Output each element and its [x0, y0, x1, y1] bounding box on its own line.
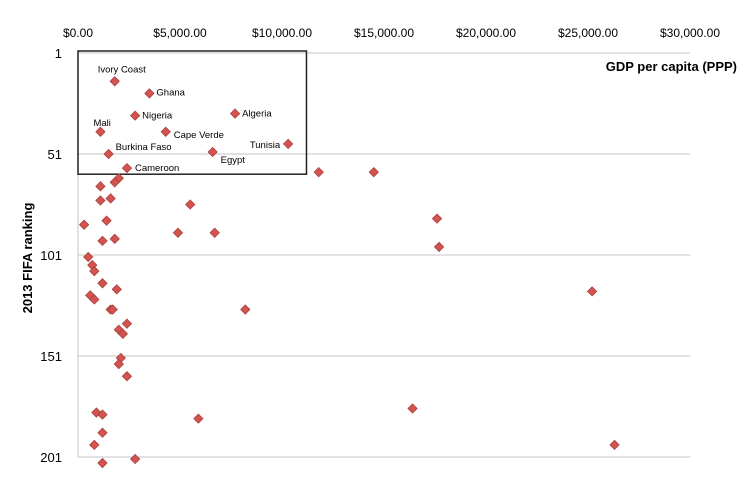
data-point [193, 413, 204, 424]
data-point [609, 439, 620, 451]
data-point [368, 167, 379, 178]
data-point [121, 371, 133, 382]
data-point-ivory-coast [109, 76, 120, 87]
data-point [209, 227, 220, 238]
data-point [113, 358, 124, 370]
highlight-box [77, 50, 308, 175]
data-point [89, 294, 100, 305]
data-point-tunisia [282, 138, 294, 150]
point-label-cameroon: Cameroon [135, 163, 179, 174]
data-point [89, 439, 100, 451]
point-label-ghana: Ghana [156, 87, 185, 98]
y-tick-label: 201 [40, 450, 62, 465]
data-point-egypt [207, 146, 218, 158]
data-point [431, 213, 443, 224]
x-tick-label: $30,000.00 [660, 26, 720, 40]
data-point [95, 181, 106, 192]
data-point [97, 457, 108, 469]
data-point [89, 265, 100, 277]
data-point [433, 241, 445, 253]
data-point [109, 233, 120, 245]
data-point [129, 453, 141, 465]
point-label-cape-verde: Cape Verde [174, 130, 224, 141]
data-point-burkina-faso [103, 148, 114, 160]
data-point-ghana [144, 88, 155, 99]
data-points [78, 76, 620, 469]
point-label-ivory-coast: Ivory Coast [98, 64, 146, 75]
data-point [121, 318, 133, 329]
data-point-mali [95, 126, 106, 137]
data-point [97, 235, 108, 247]
data-point [78, 219, 90, 230]
x-tick-label: $25,000.00 [558, 26, 618, 40]
point-label-nigeria: Nigeria [142, 111, 173, 122]
x-tick-label: $5,000.00 [153, 26, 207, 40]
y-tick-label: 1 [55, 46, 62, 61]
data-point-algeria [229, 108, 241, 119]
data-point [83, 251, 94, 263]
data-point [95, 195, 106, 206]
point-label-tunisia: Tunisia [250, 140, 281, 151]
y-tick-label: 151 [40, 349, 62, 364]
y-tick-label: 101 [40, 248, 62, 263]
x-tick-label: $10,000.00 [252, 26, 312, 40]
data-point-cameroon [121, 162, 133, 174]
data-point [185, 199, 196, 210]
y-axis-title: 2013 FIFA ranking [20, 203, 35, 314]
data-point [586, 286, 598, 297]
data-point [240, 304, 251, 315]
data-point [105, 193, 116, 204]
data-point [407, 403, 418, 414]
x-tick-label: $15,000.00 [354, 26, 414, 40]
x-tick-label: $20,000.00 [456, 26, 516, 40]
highlight-box-layer [77, 50, 308, 175]
point-label-burkina-faso: Burkina Faso [116, 142, 172, 153]
x-axis-ticks: $0.00 $5,000.00 $10,000.00 $15,000.00 $20,00… [63, 26, 720, 40]
point-label-algeria: Algeria [242, 109, 272, 120]
data-point [111, 284, 122, 295]
point-label-mali: Mali [93, 118, 110, 129]
data-point [313, 167, 324, 178]
x-tick-label: $0.00 [63, 26, 93, 40]
point-label-egypt: Egypt [221, 155, 246, 166]
point-labels: Ivory Coast Ghana Nigeria Algeria Mali Cape V… [93, 64, 280, 174]
data-point [172, 227, 184, 238]
data-point-cape-verde [160, 126, 171, 137]
data-point [101, 215, 112, 226]
data-point-nigeria [129, 110, 141, 121]
y-tick-label: 51 [48, 147, 62, 162]
x-axis-title: GDP per capita (PPP) [606, 59, 737, 74]
data-point [117, 328, 129, 339]
data-point [97, 409, 108, 420]
data-point [97, 278, 108, 289]
data-point [107, 304, 118, 315]
data-point [97, 427, 108, 438]
data-point [109, 177, 120, 188]
